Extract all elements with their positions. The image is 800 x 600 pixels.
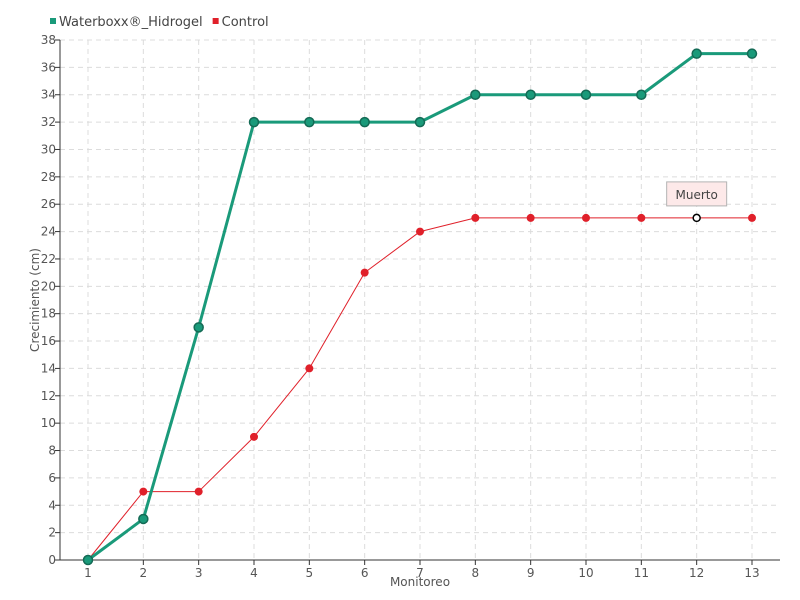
data-point-control xyxy=(526,213,535,222)
y-tick-label: 22 xyxy=(41,252,56,266)
y-tick-label: 0 xyxy=(48,553,56,567)
legend-swatch xyxy=(50,18,56,24)
legend: Waterboxx®_Hidrogel Control xyxy=(50,15,269,30)
x-tick-label: 6 xyxy=(361,566,369,580)
y-tick-label: 32 xyxy=(41,115,56,129)
data-point-waterboxx xyxy=(525,89,536,100)
x-tick-label: 11 xyxy=(634,566,649,580)
legend-item-waterboxx: Waterboxx®_Hidrogel xyxy=(50,15,203,30)
y-tick-label: 2 xyxy=(48,526,56,540)
y-tick-label: 18 xyxy=(41,307,56,321)
data-point-waterboxx xyxy=(82,554,94,566)
data-point-waterboxx xyxy=(248,116,260,128)
legend-item-control: Control xyxy=(212,15,269,30)
y-axis-title: Crecimiento (cm) xyxy=(28,248,42,352)
x-tick-label: 3 xyxy=(195,566,203,580)
x-tick-label: 1 xyxy=(84,566,92,580)
data-point-control xyxy=(692,213,701,223)
data-point-waterboxx xyxy=(746,48,758,59)
data-point-waterboxx xyxy=(580,89,592,100)
y-tick-label: 34 xyxy=(41,88,56,102)
data-point-control xyxy=(305,364,314,373)
y-tick-label: 30 xyxy=(41,142,56,156)
data-point-waterboxx xyxy=(414,116,426,128)
series-control xyxy=(84,213,756,564)
y-tick-label: 4 xyxy=(48,498,56,512)
y-tick-label: 12 xyxy=(41,389,56,403)
data-point-waterboxx xyxy=(138,513,149,525)
data-point-waterboxx xyxy=(691,48,702,59)
annotation-text: Muerto xyxy=(676,188,718,202)
x-axis-title: Monitoreo xyxy=(390,575,450,589)
x-tick-label: 5 xyxy=(306,566,314,580)
annotation-layer: Muerto xyxy=(666,181,728,207)
x-tick-label: 8 xyxy=(472,566,480,580)
data-point-waterboxx xyxy=(636,89,647,100)
y-tick-label: 24 xyxy=(41,225,56,239)
y-tick-label: 38 xyxy=(41,33,56,47)
data-point-control xyxy=(250,432,258,441)
y-tick-label: 8 xyxy=(48,444,56,458)
y-tick-label: 16 xyxy=(41,334,56,348)
data-point-waterboxx xyxy=(193,322,204,333)
legend-label: Control xyxy=(222,15,269,30)
y-tick-label: 20 xyxy=(41,279,56,293)
data-point-waterboxx xyxy=(359,116,370,128)
data-point-control xyxy=(637,213,646,222)
x-tick-label: 2 xyxy=(140,566,148,580)
data-point-control xyxy=(748,213,756,222)
annotation-box xyxy=(666,181,728,207)
legend-label: Waterboxx®_Hidrogel xyxy=(59,15,203,30)
x-tick-label: 13 xyxy=(744,566,759,580)
x-tick-label: 10 xyxy=(578,566,593,580)
y-tick-label: 26 xyxy=(41,197,56,211)
data-point-control xyxy=(471,213,480,222)
legend-swatch xyxy=(212,18,219,24)
data-point-waterboxx xyxy=(470,89,481,100)
data-point-control xyxy=(139,487,148,496)
y-tick-label: 14 xyxy=(41,361,56,375)
x-tick-label: 12 xyxy=(689,566,704,580)
data-point-control xyxy=(360,268,369,277)
grid-lines xyxy=(60,39,780,560)
series-waterboxx xyxy=(82,48,758,566)
y-tick-label: 28 xyxy=(41,170,56,184)
data-point-control xyxy=(416,227,424,236)
series-layer xyxy=(82,48,758,566)
y-tick-label: 10 xyxy=(41,416,56,430)
y-tick-label: 6 xyxy=(48,471,56,485)
data-point-control xyxy=(582,213,590,222)
data-point-control xyxy=(194,487,203,496)
x-tick-label: 7 xyxy=(416,566,424,580)
x-tick-label: 4 xyxy=(250,566,258,580)
x-tick-label: 9 xyxy=(527,566,535,580)
y-tick-label: 36 xyxy=(41,60,56,74)
data-point-waterboxx xyxy=(304,116,315,128)
annotation-callout: Muerto xyxy=(666,181,728,207)
